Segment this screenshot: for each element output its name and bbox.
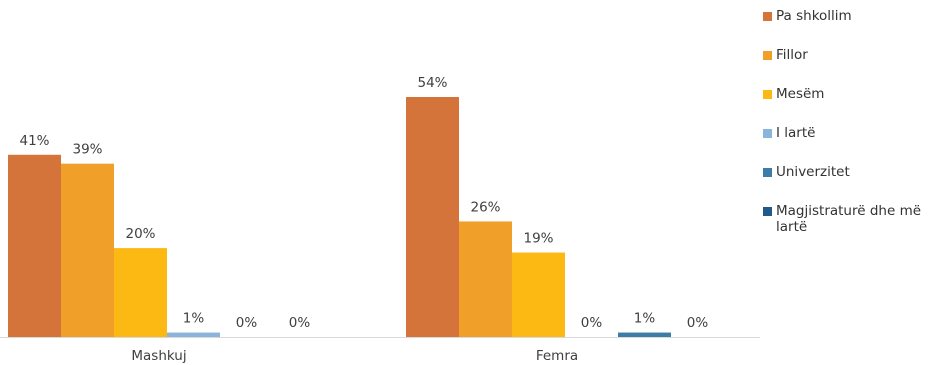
data-label: 0% bbox=[581, 315, 603, 331]
data-label: 0% bbox=[236, 315, 258, 331]
bar-mashkuj-2 bbox=[114, 248, 167, 337]
bar-femra-1 bbox=[459, 221, 512, 337]
data-label: 0% bbox=[289, 315, 311, 331]
data-label: 19% bbox=[523, 231, 553, 247]
legend-swatch bbox=[763, 51, 772, 60]
bar-femra-0 bbox=[406, 97, 459, 337]
data-label: 26% bbox=[470, 199, 500, 215]
legend-item: Fillor bbox=[763, 47, 931, 63]
legend-swatch bbox=[763, 207, 772, 216]
legend-swatch bbox=[763, 12, 772, 21]
category-label: Mashkuj bbox=[131, 348, 186, 364]
legend-item: I lartë bbox=[763, 125, 931, 141]
bar-femra-2 bbox=[512, 252, 565, 337]
legend-swatch bbox=[763, 129, 772, 138]
legend-item: Mesëm bbox=[763, 86, 931, 102]
category-label: Femra bbox=[536, 348, 578, 364]
bar-mashkuj-3 bbox=[167, 332, 220, 337]
bar-mashkuj-1 bbox=[61, 163, 114, 337]
legend-item: Univerzitet bbox=[763, 164, 931, 180]
data-label: 41% bbox=[19, 133, 49, 149]
data-label: 54% bbox=[417, 75, 447, 91]
legend-swatch bbox=[763, 168, 772, 177]
legend-label: Pa shkollim bbox=[776, 8, 852, 24]
data-labels-layer: 41% 39% 20% 1% 0% 0% 54% 26% 19% 0% 1% 0% bbox=[19, 75, 708, 331]
bar-mashkuj-0 bbox=[8, 154, 61, 337]
legend: Pa shkollim Fillor Mesëm I lartë Univerzitet… bbox=[763, 8, 931, 258]
legend-label: Fillor bbox=[776, 47, 808, 63]
category-labels-layer: Mashkuj Femra bbox=[131, 348, 578, 364]
legend-item: Pa shkollim bbox=[763, 8, 931, 24]
legend-swatch bbox=[763, 90, 772, 99]
data-label: 0% bbox=[687, 315, 709, 331]
legend-label: Magjistraturë dhe më lartë bbox=[776, 203, 922, 235]
legend-item: Magjistraturë dhe më lartë bbox=[763, 203, 931, 235]
legend-label: Mesëm bbox=[776, 86, 825, 102]
data-label: 1% bbox=[634, 311, 656, 327]
data-label: 20% bbox=[125, 226, 155, 242]
data-label: 39% bbox=[72, 142, 102, 158]
legend-label: I lartë bbox=[776, 125, 816, 141]
bar-femra-4 bbox=[618, 332, 671, 337]
legend-label: Univerzitet bbox=[776, 164, 850, 180]
bars-layer bbox=[8, 97, 671, 337]
data-label: 1% bbox=[183, 311, 205, 327]
